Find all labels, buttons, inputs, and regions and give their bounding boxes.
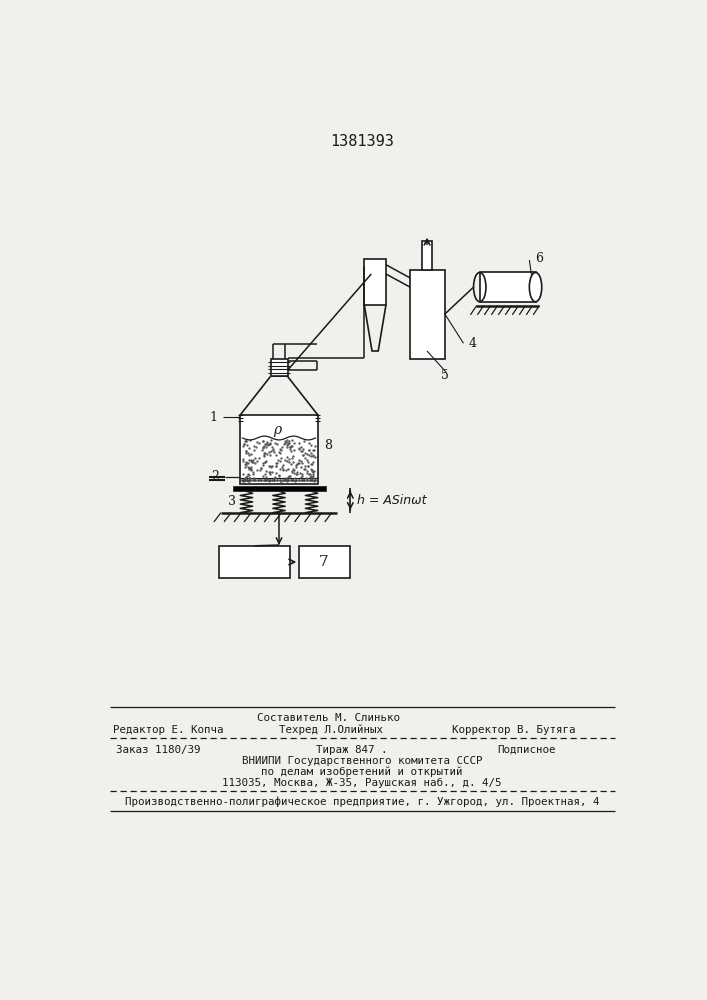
- Text: Подписное: Подписное: [497, 745, 556, 755]
- Text: 8: 8: [324, 439, 332, 452]
- Text: 1: 1: [209, 411, 217, 424]
- Text: Корректор В. Бутяга: Корректор В. Бутяга: [452, 725, 575, 735]
- Bar: [364, 259, 386, 305]
- Text: h = ASinωt: h = ASinωt: [356, 494, 426, 507]
- Text: Производственно-полиграфическое предприятие, г. Ужгород, ул. Проектная, 4: Производственно-полиграфическое предприя…: [124, 797, 600, 807]
- Text: 113035, Москва, Ж-35, Раушская наб., д. 4/5: 113035, Москва, Ж-35, Раушская наб., д. …: [222, 778, 502, 788]
- Bar: [410, 270, 445, 359]
- Bar: [271, 359, 288, 376]
- Ellipse shape: [530, 272, 542, 302]
- Text: Техред Л.Олийных: Техред Л.Олийных: [279, 725, 383, 735]
- Text: 7: 7: [319, 555, 329, 569]
- Text: 6: 6: [534, 252, 543, 265]
- Text: по делам изобретений и открытий: по делам изобретений и открытий: [261, 767, 462, 777]
- Text: ВНИИПИ Государственного комитета СССР: ВНИИПИ Государственного комитета СССР: [242, 756, 482, 766]
- Bar: [480, 272, 535, 302]
- Text: Заказ 1180/39: Заказ 1180/39: [116, 745, 200, 755]
- Text: 4: 4: [468, 337, 476, 350]
- Text: Редактор Е. Копча: Редактор Е. Копча: [113, 725, 223, 735]
- Bar: [218, 546, 290, 578]
- Text: 3: 3: [228, 495, 236, 508]
- Bar: [240, 415, 317, 484]
- Text: 1381393: 1381393: [330, 134, 394, 149]
- Bar: [299, 546, 349, 578]
- Bar: [422, 241, 432, 270]
- Bar: [233, 486, 325, 491]
- Text: ρ: ρ: [274, 423, 281, 437]
- Text: 2: 2: [211, 470, 218, 483]
- Text: Составитель М. Слинько: Составитель М. Слинько: [257, 713, 400, 723]
- Text: 5: 5: [441, 369, 449, 382]
- Text: Тираж 847 .: Тираж 847 .: [316, 745, 387, 755]
